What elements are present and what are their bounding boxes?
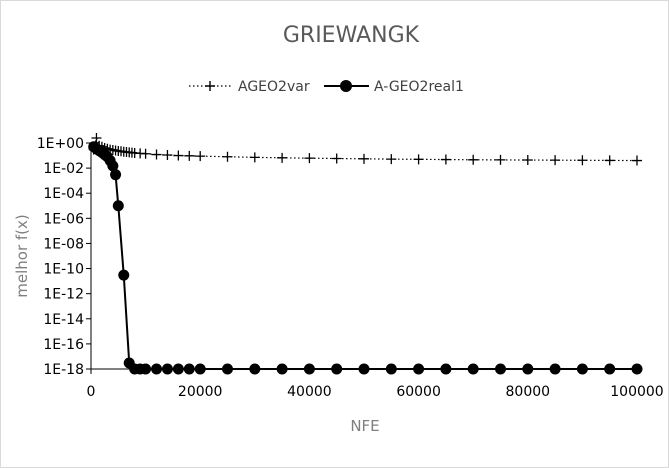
ageo2var-point	[359, 153, 369, 164]
ageo2var-point	[173, 150, 184, 161]
ageo2var-point	[386, 154, 397, 165]
ageo2real1-point	[112, 200, 124, 212]
ageo2var-point	[495, 154, 506, 165]
ageo2real1-point	[151, 363, 163, 375]
legend: AGEO2var A-GEO2real1	[189, 79, 464, 95]
ageo2real1-point	[495, 363, 506, 375]
legend-marker-ageo2var	[205, 81, 215, 91]
ageo2var-point	[304, 153, 315, 164]
ageo2real1-point	[107, 160, 119, 172]
ageo2var-point	[331, 153, 342, 164]
ageo2real1-point	[549, 363, 561, 375]
ageo2var-point	[522, 155, 533, 166]
legend-label-ageo2var: AGEO2var	[238, 79, 310, 95]
ageo2real1-point	[358, 363, 370, 375]
ageo2real1-point	[576, 363, 588, 375]
x-tick-label: 100000	[610, 384, 663, 400]
x-tick-label: 60000	[396, 384, 441, 400]
ageo2real1-point	[194, 363, 206, 375]
y-axis-label: melhor f(x)	[13, 214, 31, 298]
y-tick-label: 1E-16	[43, 337, 84, 353]
ageo2real1-point	[161, 363, 173, 375]
ageo2real1-point	[172, 363, 184, 375]
ageo2var-point	[222, 151, 233, 162]
ageo2real1-point	[440, 363, 452, 375]
x-tick-label: 0	[87, 384, 96, 400]
ageo2var-point	[140, 148, 151, 159]
ageo2var-point	[468, 154, 479, 165]
y-tick-label: 1E-08	[43, 236, 84, 252]
ageo2var-point	[91, 133, 102, 144]
ageo2real1-point	[331, 363, 343, 375]
ageo2real1-point	[183, 363, 195, 375]
ageo2var-point	[577, 155, 588, 166]
ageo2real1-point	[631, 363, 643, 375]
y-tick-label: 1E-06	[43, 211, 84, 227]
series-ageo2real1	[88, 141, 643, 375]
chart-title: GRIEWANGK	[283, 23, 420, 48]
ageo2var-point	[632, 155, 642, 166]
ageo2var-point	[151, 149, 162, 160]
y-tick-label: 1E+00	[37, 136, 84, 152]
ageo2real1-point	[110, 169, 122, 181]
x-axis-label: NFE	[350, 417, 379, 435]
ageo2real1-point	[276, 363, 288, 375]
ageo2real1-point	[385, 363, 397, 375]
ageo2real1-point	[140, 363, 152, 375]
ageo2var-point	[162, 150, 173, 161]
y-tick-label: 1E-02	[43, 161, 84, 177]
x-tick-label: 80000	[506, 384, 551, 400]
ageo2var-point	[550, 155, 561, 166]
ageo2var-point	[604, 155, 615, 166]
y-tick-label: 1E-12	[43, 287, 84, 303]
y-tick-label: 1E-04	[43, 186, 84, 202]
ageo2real1-point	[413, 363, 425, 375]
y-tick-label: 1E-18	[43, 362, 84, 378]
y-tick-label: 1E-14	[43, 312, 84, 328]
ageo2var-point	[249, 152, 260, 163]
legend-label-ageo2real1: A-GEO2real1	[374, 79, 464, 95]
ageo2var-point	[413, 154, 424, 165]
series-ageo2var	[88, 133, 642, 166]
x-tick-label: 40000	[287, 384, 332, 400]
y-tick-label: 1E-10	[43, 262, 84, 278]
ageo2var-point	[277, 152, 288, 163]
ageo2var-point	[440, 154, 451, 165]
ageo2real1-point	[222, 363, 233, 375]
ageo2real1-point	[303, 363, 315, 375]
ageo2real1-point	[604, 363, 616, 375]
ageo2real1-point	[118, 269, 130, 281]
ageo2var-point	[184, 150, 195, 161]
ageo2real1-line	[93, 145, 637, 370]
legend-marker-ageo2real1	[340, 80, 352, 92]
x-ticks: 0 20000 40000 60000 80000 100000	[87, 369, 664, 400]
x-tick-label: 20000	[178, 384, 223, 400]
ageo2real1-point	[467, 363, 479, 375]
ageo2real1-point	[522, 363, 534, 375]
ageo2real1-point	[249, 363, 261, 375]
y-ticks: 1E+00 1E-02 1E-04 1E-06 1E-08 1E-10 1E-12 1E-14…	[37, 136, 91, 378]
ageo2var-point	[195, 151, 206, 162]
